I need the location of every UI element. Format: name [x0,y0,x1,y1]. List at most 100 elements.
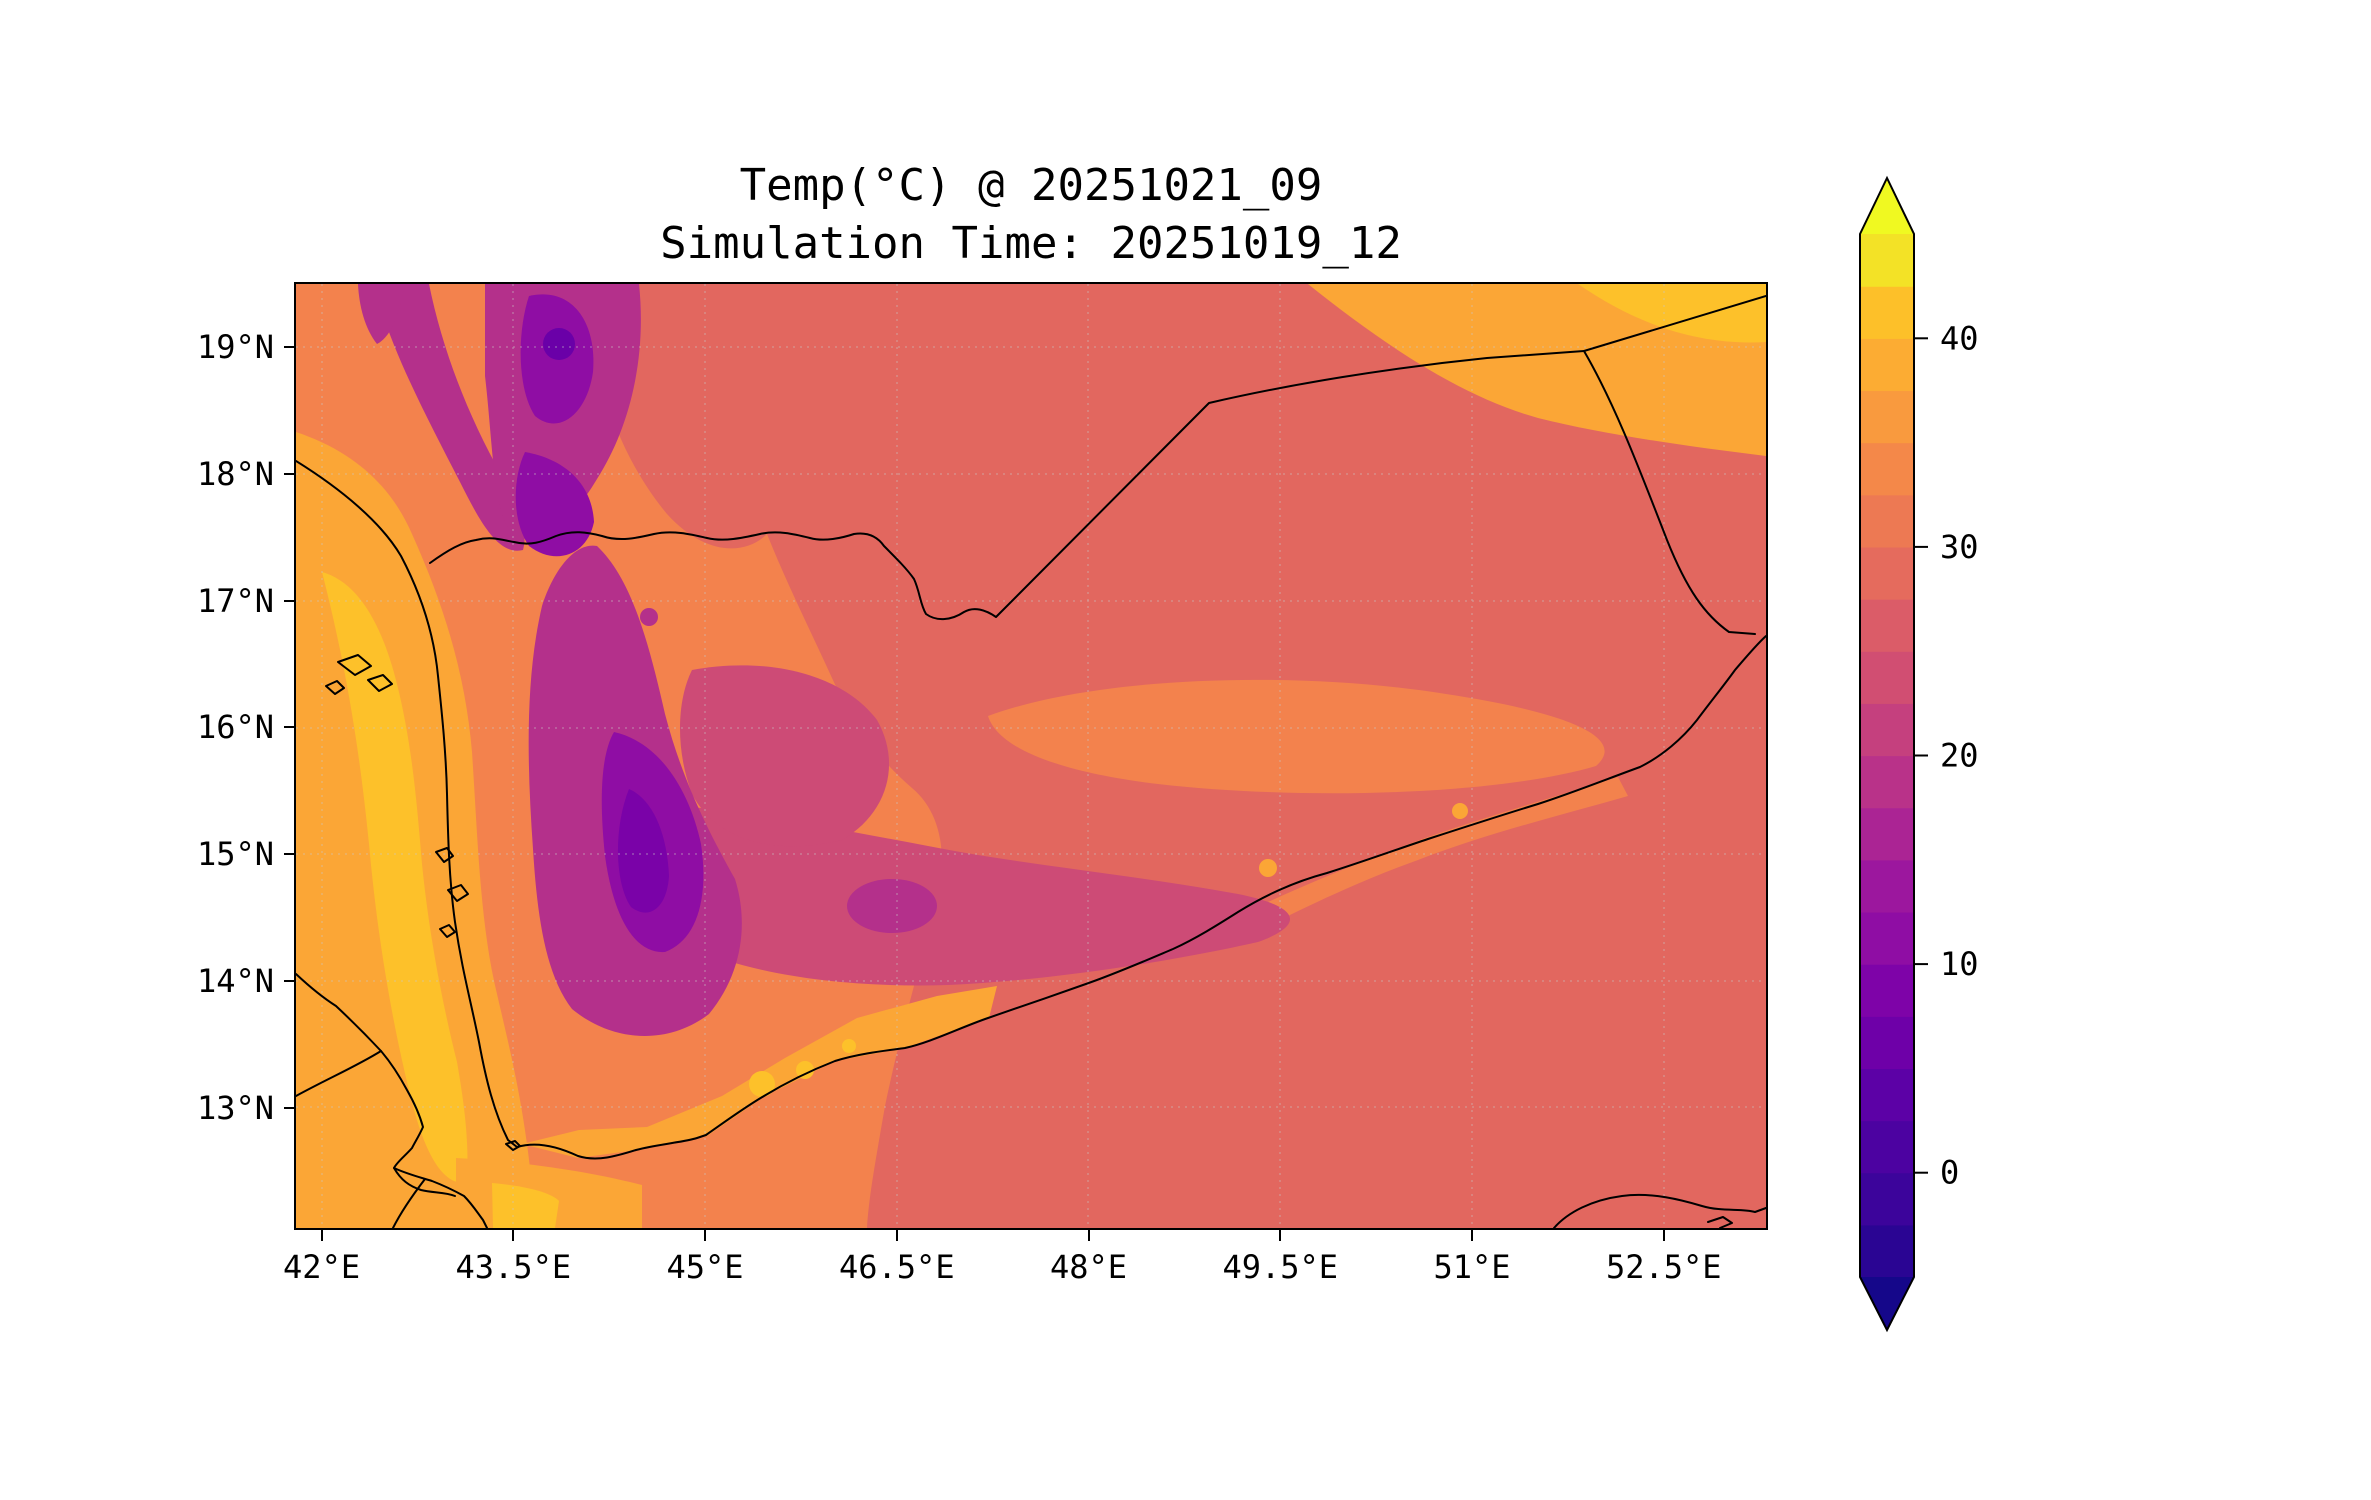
colorbar-band [1860,755,1914,809]
y-tick-mark [284,1106,295,1109]
colorbar-band [1860,703,1914,757]
x-tick-label: 49.5°E [1222,1248,1339,1286]
field-asir-magenta-streak [374,284,525,551]
x-tick-mark [704,1230,707,1241]
field-south-coast-warm-band [522,986,997,1158]
y-tick-label: 13°N [196,1088,274,1127]
hanish-islands [435,847,469,938]
colorbar-outline [1859,175,1915,1333]
colorbar-band [1860,546,1914,600]
colorbar-band [1860,442,1914,496]
yemen-oman-border [1583,350,1756,635]
plot-subtitle: Simulation Time: 20251019_12 [660,218,1402,269]
field-magenta-spot [640,608,658,626]
field-se-coastal-orange [1198,777,1628,947]
field-central-orange-band [988,679,1605,794]
x-tick-label: 46.5°E [838,1248,955,1286]
x-tick-label: 48°E [1049,1248,1128,1286]
colorbar-band [1860,286,1914,339]
field-ne-corner-hot [1578,284,1766,343]
colorbar-band [1860,911,1914,965]
field-ne-corner-warm [1308,284,1766,456]
field-redsea-hot-strip [322,572,468,1183]
x-tick-mark [1662,1230,1665,1241]
colorbar-tick-label: 30 [1940,528,1979,566]
colorbar-over-arrow [1860,178,1914,234]
y-tick-mark [284,346,295,349]
colorbar-tick-label: 20 [1940,737,1979,775]
saudi-yemen-border [429,350,1585,620]
y-tick-label: 16°N [196,708,274,747]
colorbar-band [1860,859,1914,913]
coastlines-and-borders [296,295,1766,1228]
y-tick-mark [284,726,295,729]
arabian-coastline [296,460,1766,1160]
field-coldest-spot [543,328,575,360]
y-tick-label: 18°N [196,455,274,494]
y-tick-label: 19°N [196,328,274,367]
x-tick-mark [512,1230,515,1241]
y-tick-mark [284,599,295,602]
x-tick-mark [320,1230,323,1241]
colorbar-band [1860,234,1914,287]
colorbar-tick-labels: 40 30 20 10 0 [1914,319,1979,1192]
temperature-map [296,284,1766,1228]
perim-island [505,1140,521,1151]
x-tick-mark [1279,1230,1282,1241]
saudi-oman-border [1583,295,1766,352]
colorbar-band [1860,390,1914,444]
field-plateau-pink-north [679,665,890,847]
farasan-islands [325,654,393,695]
x-tick-mark [1087,1230,1090,1241]
colorbar-band [1860,807,1914,861]
x-tick-label: 51°E [1433,1248,1511,1286]
field-plateau-pink [659,804,1291,986]
field-warm-spot [1259,859,1277,877]
temperature-field [296,284,1766,1228]
colorbar-band [1860,1068,1914,1122]
colorbar-under-arrow [1860,1277,1914,1330]
colorbar-band [1860,599,1914,652]
plot-title: Temp(°C) @ 20251021_09 [739,160,1323,211]
african-border-lines [296,1050,426,1228]
y-tick-mark [284,853,295,856]
somali-coast-fragment [1553,1193,1766,1228]
x-tick-label: 43.5°E [455,1248,572,1286]
colorbar-band [1860,964,1914,1017]
colorbar-bands [1860,234,1914,1278]
field-warm-spot [1452,803,1468,819]
y-tick-mark [284,979,295,982]
colorbar-tick-label: 40 [1940,319,1979,357]
y-tick-label: 17°N [196,581,274,620]
x-tick-label: 52.5°E [1605,1248,1722,1286]
map-axes-frame [294,282,1768,1230]
x-tick-label: 45°E [666,1248,744,1286]
colorbar-band [1860,651,1914,704]
field-highland-purple-inner [617,789,669,913]
tadjoura-bay-line [393,1167,456,1197]
field-hot-spot [842,1039,856,1053]
african-coastline [296,973,488,1228]
x-tick-mark [1471,1230,1473,1241]
field-sw-corner-hot [492,1183,559,1228]
field-nw-purple-blob [515,452,594,557]
y-tick-label: 14°N [196,961,274,1000]
colorbar-band [1860,338,1914,392]
y-tick-mark [284,473,295,476]
colorbar-band [1860,1172,1914,1226]
colorbar-band [1860,494,1914,548]
x-tick-label: 42°E [283,1248,361,1286]
field-hot-spot [796,1061,814,1079]
colorbar-band [1860,1120,1914,1174]
field-magenta-pocket [847,879,937,933]
graticule-gridlines [296,284,1766,1228]
colorbar: 40 30 20 10 0 [1859,175,1979,1333]
field-hot-spot [749,1071,775,1097]
colorbar-tick-label: 0 [1940,1154,1959,1192]
colorbar-tick-label: 10 [1940,945,1979,983]
x-tick-mark [895,1230,898,1241]
colorbar-band [1860,1016,1914,1069]
y-tick-label: 15°N [196,835,274,874]
field-corner-magenta-streak [358,284,405,344]
